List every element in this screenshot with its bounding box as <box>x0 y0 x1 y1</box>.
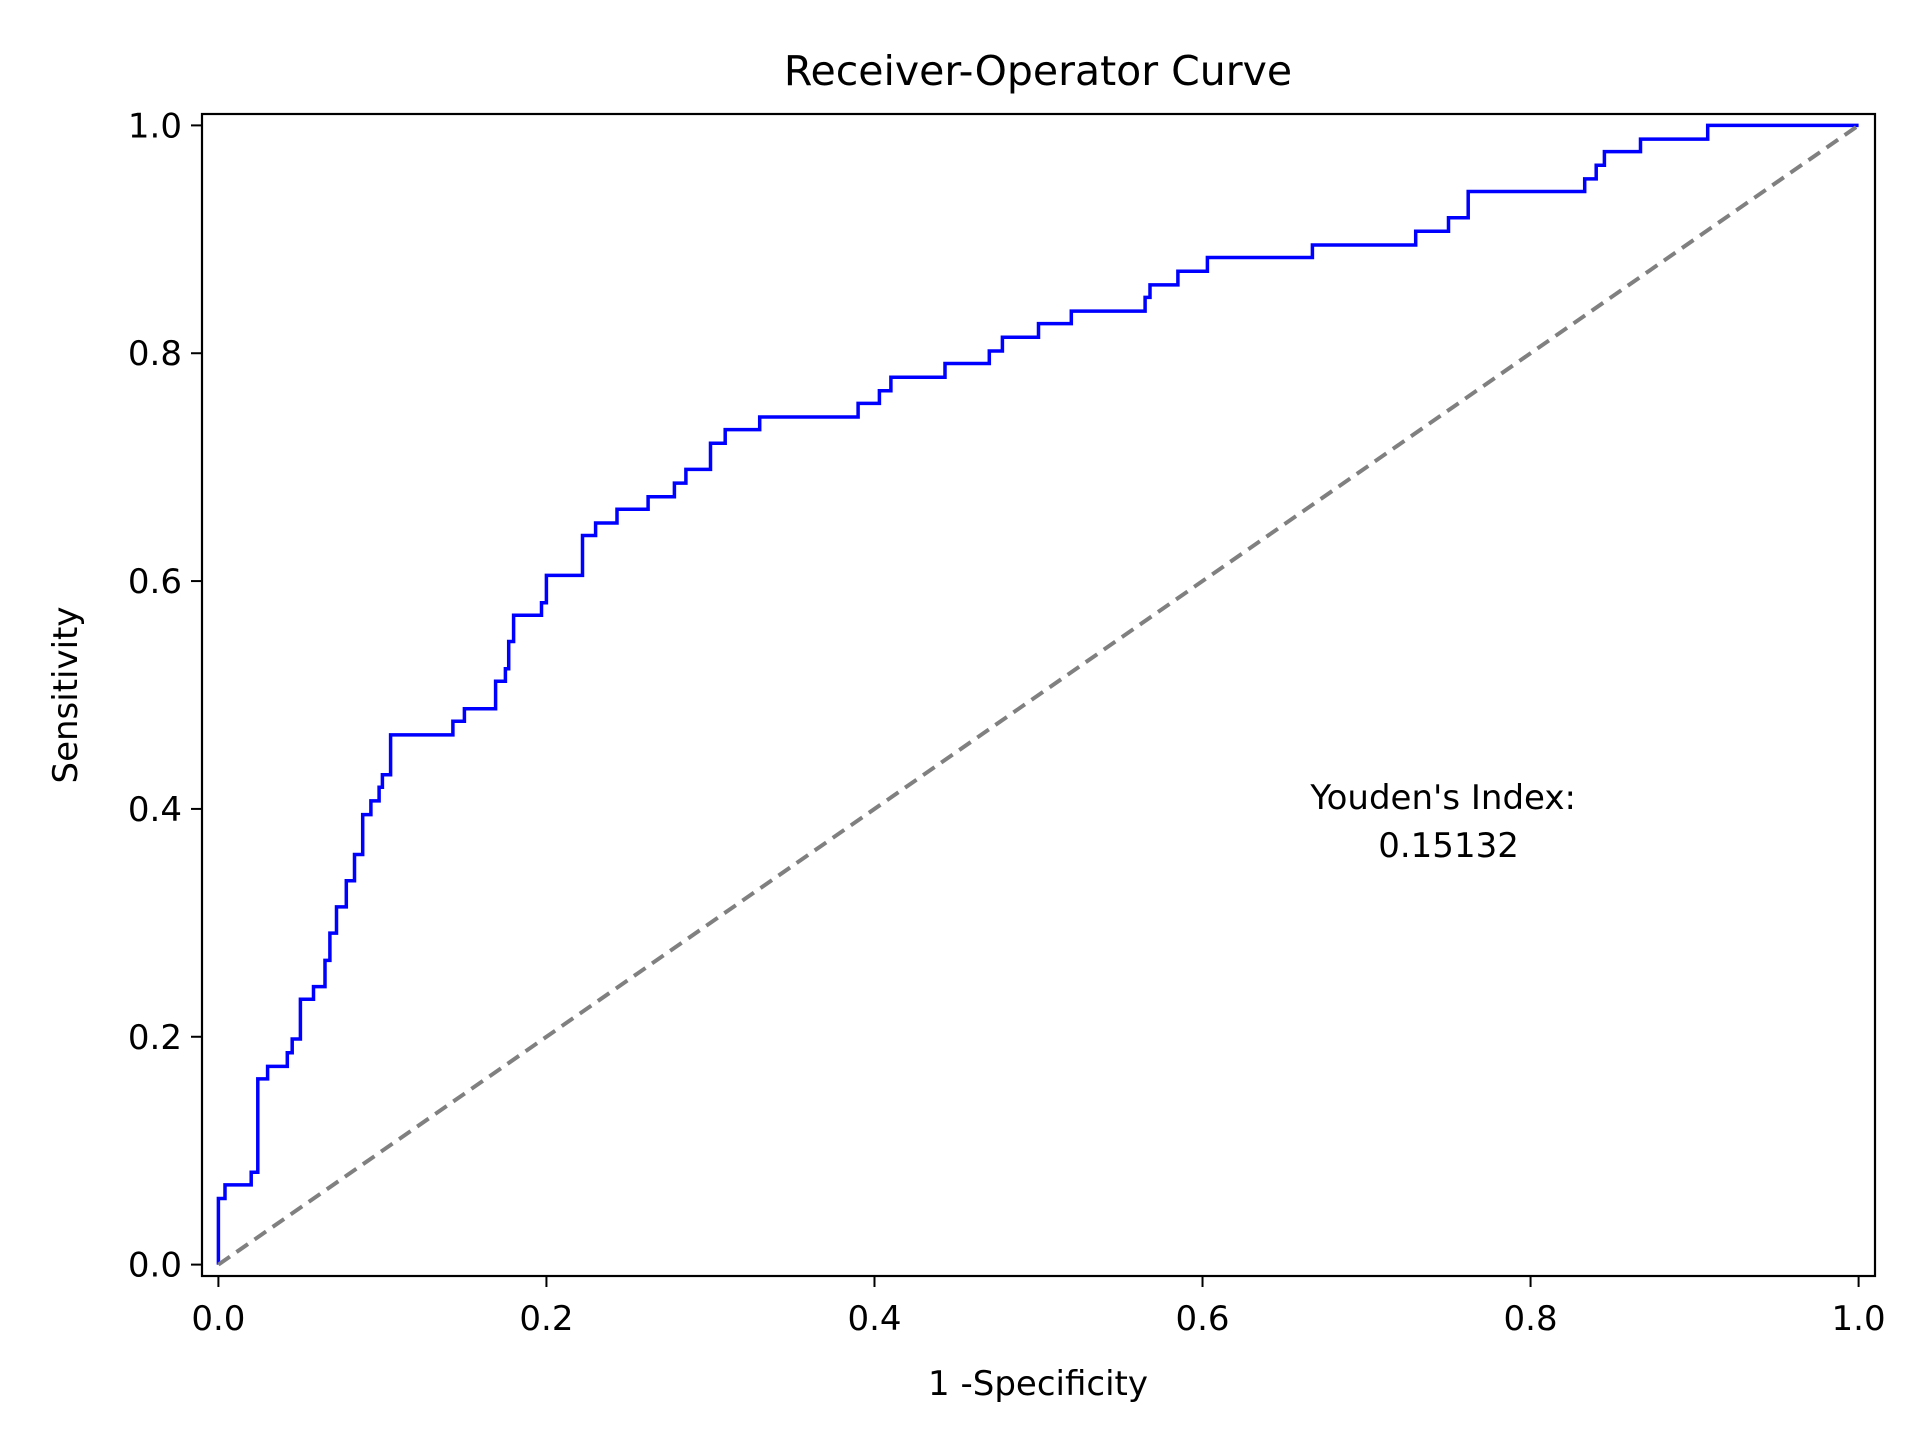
y-tick-label: 0.6 <box>128 562 182 602</box>
roc-curve-line <box>216 123 1859 1265</box>
x-tick-label: 0.0 <box>191 1299 245 1339</box>
chart-title: Receiver-Operator Curve <box>784 47 1292 95</box>
x-tick-label: 0.4 <box>847 1299 901 1339</box>
youden-index-annotation: Youden's Index: 0.15132 <box>1309 778 1586 866</box>
y-axis-title: Sensitivity <box>46 606 86 783</box>
plot-frame <box>200 112 1877 1278</box>
x-axis-title: 1 -Specificity <box>928 1364 1148 1404</box>
x-tick-label: 0.2 <box>519 1299 573 1339</box>
y-tick-label: 0.8 <box>128 334 182 374</box>
chance-diagonal-line <box>217 123 1860 1267</box>
y-axis-ticks: 0.0 0.2 0.4 0.6 0.8 1.0 <box>128 106 202 1286</box>
x-tick-label: 0.6 <box>1175 1299 1229 1339</box>
plot-layer <box>216 123 1860 1267</box>
y-tick-label: 0.2 <box>128 1018 182 1058</box>
y-tick-label: 0.0 <box>128 1246 182 1286</box>
y-tick-label: 1.0 <box>128 106 182 146</box>
x-axis-ticks: 0.0 0.2 0.4 0.6 0.8 1.0 <box>191 1276 1886 1339</box>
x-tick-label: 1.0 <box>1832 1299 1886 1339</box>
youden-index-value: 0.15132 <box>1378 826 1519 866</box>
youden-index-label: Youden's Index: <box>1309 778 1576 818</box>
y-tick-label: 0.4 <box>128 790 182 830</box>
x-tick-label: 0.8 <box>1504 1299 1558 1339</box>
